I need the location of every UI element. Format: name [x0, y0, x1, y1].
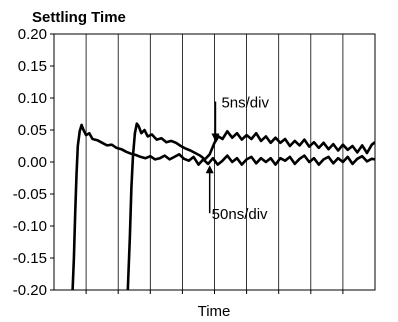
annotation-arrowhead: [211, 133, 220, 142]
chart-title: Settling Time: [32, 9, 126, 26]
series-line-50ns: [71, 123, 375, 290]
y-tick-label: 0.15: [18, 58, 47, 75]
y-tick-label: 0.20: [18, 26, 47, 43]
y-tick-label: 0.05: [18, 122, 47, 139]
y-tick-label: -0.10: [13, 218, 47, 235]
annotation-arrowhead: [205, 165, 214, 174]
series-group: [71, 122, 375, 290]
y-tick-label: -0.15: [13, 250, 47, 267]
x-axis-label: Time: [198, 303, 231, 320]
y-tick-label: 0.00: [18, 154, 47, 171]
y-tick-label: -0.05: [13, 186, 47, 203]
annotations: 5ns/div 50ns/div: [205, 95, 269, 223]
series-line-5ns: [126, 122, 375, 290]
annotation-label-5ns: 5ns/div: [221, 95, 269, 112]
y-tick-label: -0.20: [13, 282, 47, 299]
y-axis-ticks: 0.20 0.15 0.10 0.05 0.00 -0.05 -0.10 -0.15 -0.20: [13, 26, 344, 299]
annotation-label-50ns: 50ns/div: [212, 206, 268, 223]
y-tick-label: 0.10: [18, 90, 47, 107]
